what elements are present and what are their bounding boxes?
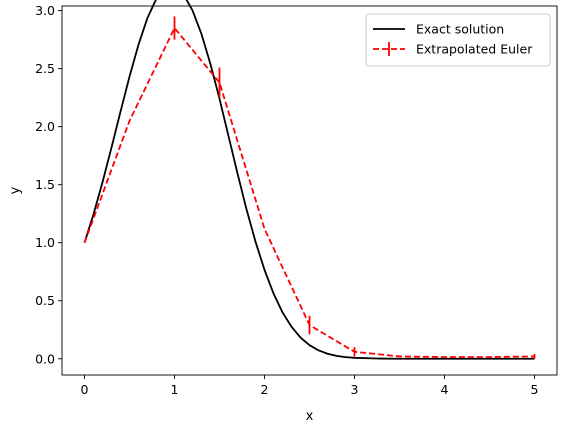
x-axis: 0 1 2 3 4 5 (81, 375, 539, 397)
x-tick-label: 5 (531, 382, 539, 397)
x-tick-label: 1 (171, 382, 179, 397)
legend-box (365, 13, 551, 67)
x-axis-label: x (306, 409, 314, 424)
y-axis: 0.0 0.5 1.0 1.5 2.0 2.5 3.0 (35, 3, 62, 366)
y-tick-label: 0.5 (35, 293, 55, 308)
y-tick-label: 3.0 (35, 3, 55, 18)
exact-solution-line (83, 0, 535, 360)
series-layer (83, 0, 536, 360)
y-tick-label: 1.5 (35, 177, 55, 192)
x-tick-label: 2 (261, 382, 269, 397)
y-tick-label: 0.0 (35, 351, 55, 366)
y-tick-label: 2.5 (35, 61, 55, 76)
legend: Exact solution Extrapolated Euler (365, 13, 551, 67)
y-axis-label: y (8, 186, 23, 194)
legend-label-exact: Exact solution (416, 22, 504, 37)
x-tick-label: 3 (351, 382, 359, 397)
legend-label-euler: Extrapolated Euler (416, 42, 533, 57)
plot-frame (61, 5, 558, 376)
y-tick-label: 2.0 (35, 119, 55, 134)
y-tick-label: 1.0 (35, 235, 55, 250)
x-tick-label: 0 (81, 382, 89, 397)
x-tick-label: 4 (441, 382, 449, 397)
